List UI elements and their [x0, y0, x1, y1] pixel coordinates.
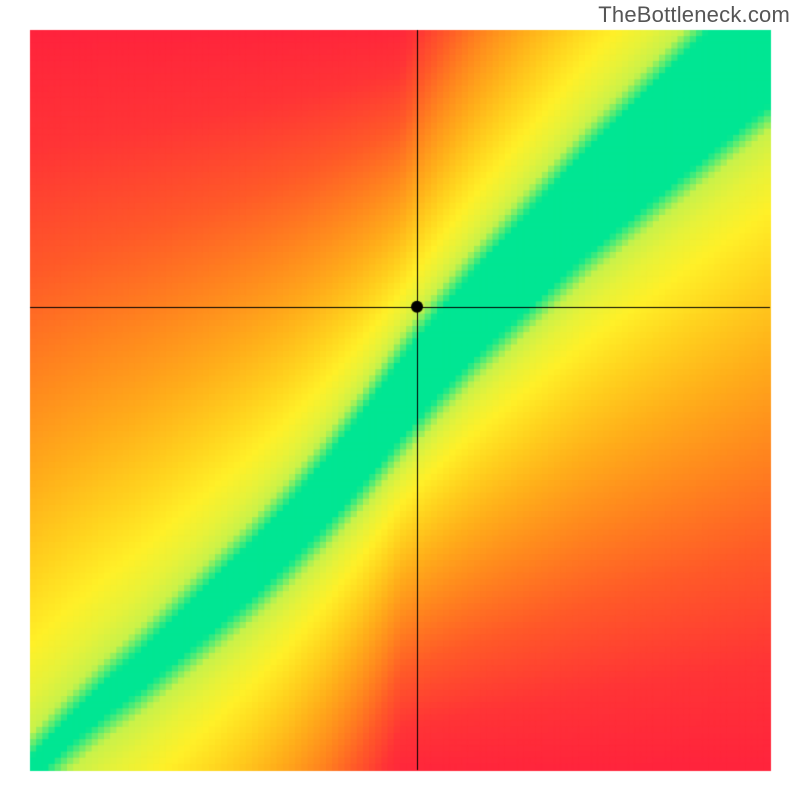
- watermark-text: TheBottleneck.com: [598, 2, 790, 28]
- bottleneck-heatmap: [0, 0, 800, 800]
